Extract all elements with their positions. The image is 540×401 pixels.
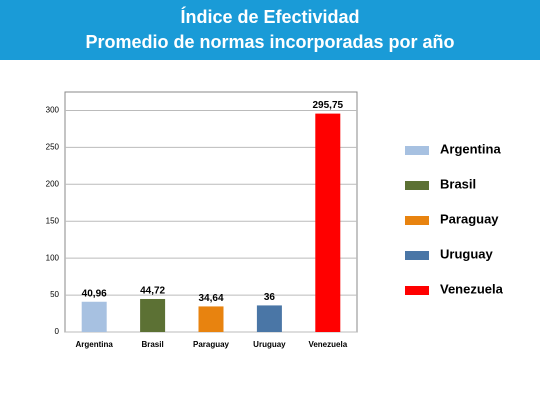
y-tick-label: 50 — [50, 290, 59, 299]
value-label: 44,72 — [140, 286, 165, 297]
y-tick-label: 150 — [46, 216, 60, 225]
bar — [81, 301, 107, 332]
value-label: 34,64 — [198, 293, 223, 304]
legend-swatch — [405, 216, 429, 225]
legend-swatch — [405, 146, 429, 155]
legend-label: Argentina — [440, 141, 501, 156]
y-tick-label: 250 — [46, 142, 60, 151]
legend-label: Uruguay — [440, 246, 494, 261]
bar — [140, 298, 166, 332]
bar — [256, 305, 282, 332]
x-tick-label: Paraguay — [193, 340, 230, 349]
x-tick-label: Argentina — [76, 340, 114, 349]
legend-swatch — [405, 251, 429, 260]
x-tick-label: Uruguay — [253, 340, 286, 349]
value-label: 295,75 — [313, 100, 344, 111]
legend-swatch — [405, 181, 429, 190]
plot-area — [64, 91, 358, 333]
value-label: 40,96 — [82, 288, 107, 299]
bar — [315, 113, 341, 332]
value-label: 36 — [264, 292, 276, 303]
bar — [198, 306, 224, 332]
y-tick-label: 0 — [55, 327, 60, 336]
y-tick-label: 200 — [46, 179, 60, 188]
y-tick-label: 300 — [46, 106, 60, 115]
chart-subtitle: Promedio de normas incorporadas por año — [85, 32, 454, 52]
legend-label: Brasil — [440, 176, 476, 191]
chart-title: Índice de Efectividad — [180, 6, 359, 27]
y-tick-label: 100 — [46, 253, 60, 262]
legend-label: Venezuela — [440, 281, 504, 296]
x-tick-label: Venezuela — [308, 340, 347, 349]
legend-swatch — [405, 286, 429, 295]
x-tick-label: Brasil — [141, 340, 163, 349]
legend-label: Paraguay — [440, 211, 499, 226]
header-band — [0, 0, 540, 60]
